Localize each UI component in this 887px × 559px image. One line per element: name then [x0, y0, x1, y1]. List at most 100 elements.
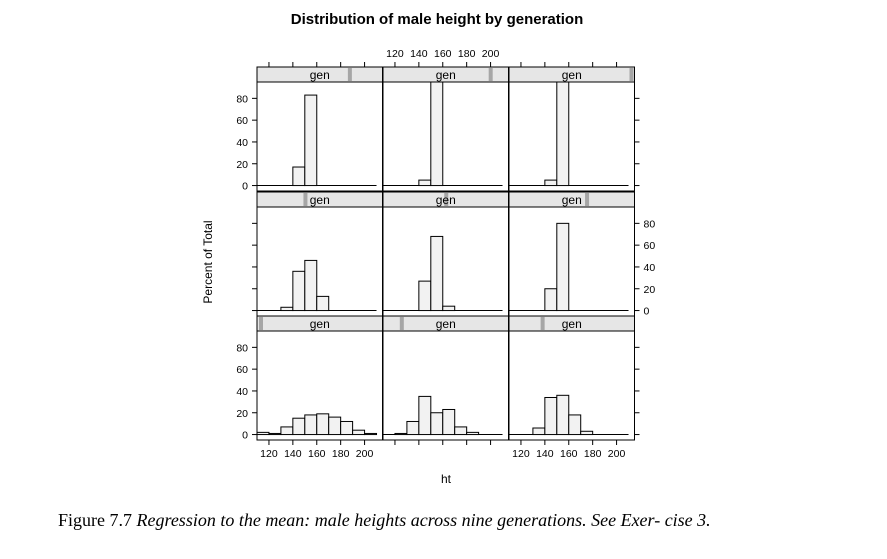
histogram-bar — [328, 416, 342, 436]
strip-label: gen — [436, 193, 456, 207]
panel-frame — [382, 206, 509, 317]
histogram-bar — [316, 295, 330, 312]
strip-label: gen — [562, 193, 582, 207]
y-tick-label: 80 — [236, 342, 248, 354]
histogram-bar — [406, 420, 420, 436]
strip-level-marker — [444, 193, 449, 206]
caption-lead: Figure 7.7 — [58, 510, 132, 530]
panel-frame — [256, 81, 383, 192]
panel-frame — [382, 81, 509, 192]
lattice-chart: Distribution of male height by generatio… — [201, 11, 655, 486]
strip-level-marker — [259, 317, 263, 330]
x-tick-label: 140 — [410, 48, 428, 60]
histogram-bar — [292, 166, 306, 187]
histogram-bar — [580, 430, 594, 436]
histogram-bar — [556, 394, 570, 436]
panel-gen-5: gen — [382, 191, 509, 317]
x-tick-label: 160 — [308, 448, 326, 460]
histogram-bar — [316, 413, 330, 436]
histogram-bar — [544, 288, 558, 312]
y-tick-label: 80 — [236, 93, 248, 105]
strip-label: gen — [562, 317, 582, 331]
y-tick-label: 60 — [236, 364, 248, 376]
y-tick-label: 0 — [242, 181, 248, 193]
histogram-bar — [430, 81, 444, 187]
x-tick-label: 180 — [458, 48, 476, 60]
histogram-bar — [352, 429, 366, 436]
y-tick-label: 40 — [236, 386, 248, 398]
histogram-bar — [418, 280, 432, 312]
histogram-bar — [256, 431, 270, 436]
y-tick-label: 60 — [644, 240, 656, 252]
histogram-bar — [304, 259, 318, 312]
strip-label: gen — [310, 68, 330, 82]
x-tick-label: 200 — [608, 448, 626, 460]
histogram-bar — [556, 222, 570, 312]
x-tick-label: 180 — [332, 448, 350, 460]
panel-gen-3: gen — [508, 315, 635, 441]
panel-frame — [508, 81, 635, 192]
y-tick-label: 0 — [242, 430, 248, 442]
strip-level-marker — [540, 317, 545, 330]
y-tick-label: 20 — [236, 408, 248, 420]
histogram-bar — [418, 395, 432, 436]
y-tick-label: 80 — [644, 218, 656, 230]
histogram-bar — [430, 235, 444, 312]
panel-gen-2: gen — [382, 315, 509, 441]
histogram-bar — [364, 432, 378, 436]
strip-level-marker — [399, 317, 404, 330]
y-tick-label: 40 — [644, 262, 656, 274]
x-tick-label: 160 — [434, 48, 452, 60]
panel-frame — [508, 206, 635, 317]
y-tick-label: 40 — [236, 137, 248, 149]
histogram-bar — [304, 414, 318, 436]
x-tick-label: 200 — [356, 448, 374, 460]
y-axis-label: Percent of Total — [201, 220, 215, 303]
histogram-bar — [466, 431, 480, 436]
histogram-bar — [544, 396, 558, 436]
histogram-bar — [292, 270, 306, 312]
histogram-bar — [280, 426, 294, 436]
chart-title: Distribution of male height by generatio… — [291, 11, 584, 28]
histogram-bar — [556, 81, 570, 187]
histogram-bar — [418, 179, 432, 187]
x-tick-label: 120 — [512, 448, 530, 460]
y-tick-label: 20 — [644, 284, 656, 296]
panel-gen-8: gen — [382, 66, 509, 192]
x-tick-label: 180 — [584, 448, 602, 460]
histogram-bar — [430, 412, 444, 436]
x-tick-label: 140 — [536, 448, 554, 460]
histogram-bar — [280, 306, 294, 312]
panel-gen-1: gen — [256, 315, 383, 441]
y-tick-label: 60 — [236, 115, 248, 127]
strip-label: gen — [436, 68, 456, 82]
histogram-bar — [268, 432, 282, 436]
strip-level-marker — [629, 68, 634, 81]
caption-body: Regression to the mean: male heights acr… — [136, 510, 711, 530]
histogram-bar — [532, 427, 546, 436]
x-tick-label: 200 — [482, 48, 500, 60]
panel-gen-6: gen — [508, 191, 635, 317]
strip-level-marker — [347, 68, 352, 81]
x-axis-label: ht — [441, 472, 452, 486]
histogram-bar — [454, 426, 468, 436]
histogram-bar — [442, 408, 456, 436]
panel-gen-4: gen — [256, 191, 383, 317]
strip-label: gen — [562, 68, 582, 82]
panel-frame — [508, 330, 635, 441]
y-tick-label: 0 — [644, 306, 650, 318]
y-tick-label: 20 — [236, 159, 248, 171]
strip-level-marker — [488, 68, 493, 81]
strip-level-marker — [585, 193, 590, 206]
panel-gen-9: gen — [508, 66, 635, 192]
x-tick-label: 120 — [386, 48, 404, 60]
histogram-bar — [568, 414, 582, 436]
panel-gen-7: gen — [256, 66, 383, 192]
x-tick-label: 120 — [260, 448, 278, 460]
histogram-bar — [340, 420, 354, 436]
panels-layer: gen gen gen gen gen gen gen gen gen 120 120 120 140 1… — [236, 48, 655, 460]
histogram-bar — [394, 432, 408, 436]
strip-level-marker — [303, 193, 308, 206]
histogram-bar — [292, 417, 306, 436]
histogram-bar — [544, 179, 558, 187]
